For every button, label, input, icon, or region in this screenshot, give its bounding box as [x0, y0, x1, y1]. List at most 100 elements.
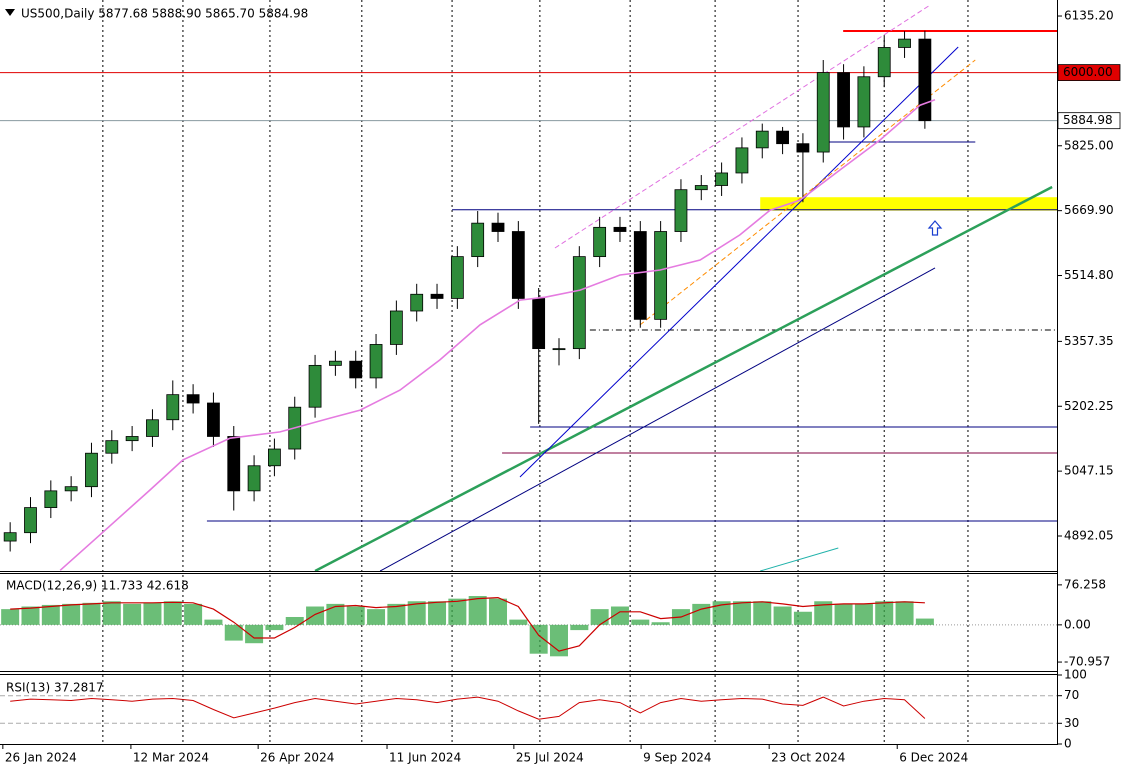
candle-body — [430, 293, 444, 299]
chart-title: US500,Daily 5877.68 5888.90 5865.70 5884… — [21, 7, 308, 21]
candle-body — [146, 419, 159, 437]
trend-line — [519, 46, 959, 478]
candle-body — [125, 436, 139, 442]
histogram-bar — [854, 603, 873, 625]
zone — [760, 197, 1057, 211]
histogram-bar — [41, 604, 60, 625]
candle-body — [328, 360, 342, 366]
histogram-bar — [712, 601, 731, 625]
candle-body — [532, 298, 546, 350]
candle-body — [369, 344, 383, 379]
candle-body — [166, 394, 180, 421]
candle-body — [837, 72, 850, 128]
histogram-bar — [549, 624, 568, 657]
histogram-bar — [102, 601, 121, 625]
y-tick-label: 5825.00 — [1064, 138, 1114, 152]
histogram-bar — [753, 601, 772, 625]
histogram-bar — [915, 618, 934, 625]
histogram-bar — [143, 602, 162, 625]
y-tick-label: 70 — [1064, 688, 1079, 702]
candle-body — [674, 189, 688, 232]
candle-body — [898, 38, 911, 48]
histogram-bar — [306, 606, 325, 625]
histogram-bar — [651, 622, 670, 625]
histogram-bar — [245, 624, 264, 644]
menu-triangle — [5, 9, 15, 16]
histogram-bar — [590, 609, 609, 625]
candle-body — [715, 172, 729, 186]
candle-body — [857, 76, 871, 128]
histogram-bar — [895, 601, 914, 625]
candle-body — [186, 394, 200, 404]
panel-frame — [0, 0, 1058, 745]
histogram-bar — [346, 606, 365, 625]
y-tick-label: 5357.35 — [1064, 334, 1114, 348]
candle-body — [247, 465, 261, 492]
y-tick-label: 5202.25 — [1064, 399, 1114, 413]
x-tick-label: 25 Jul 2024 — [516, 751, 584, 765]
histogram-bar — [793, 611, 812, 625]
candle-body — [85, 452, 98, 488]
y-tick-label: 5514.80 — [1064, 268, 1114, 282]
candle-body — [308, 364, 322, 408]
moving-average — [59, 99, 936, 571]
x-tick-label: 12 Mar 2024 — [133, 751, 209, 765]
signal-line — [10, 596, 925, 652]
price-label: 6000.00 — [1063, 65, 1113, 79]
candle-body — [410, 293, 424, 312]
histogram-bar — [773, 606, 792, 625]
histogram-bar — [387, 603, 406, 625]
y-tick-label: 30 — [1064, 716, 1079, 730]
y-tick-label: 0 — [1064, 737, 1072, 751]
candle-body — [3, 532, 17, 542]
x-tick-label: 26 Jan 2024 — [5, 751, 77, 765]
histogram-bar — [265, 624, 284, 631]
x-tick-label: 26 Apr 2024 — [260, 751, 334, 765]
candle-body — [349, 360, 363, 379]
candle-body — [694, 185, 708, 191]
candle-body — [613, 226, 627, 232]
candle-body — [877, 47, 891, 78]
histogram-bar — [204, 619, 223, 625]
trend-line — [314, 185, 1053, 573]
candle-body — [796, 143, 810, 153]
histogram-bar — [631, 619, 650, 625]
candle-body — [511, 231, 525, 299]
candle-body — [918, 38, 932, 122]
histogram-bar — [326, 603, 345, 625]
candle-body — [593, 226, 607, 258]
y-tick-label: 100 — [1064, 668, 1087, 682]
candle-body — [471, 222, 485, 258]
histogram-bar — [448, 598, 467, 625]
x-tick-label: 6 Dec 2024 — [899, 751, 968, 765]
x-tick-label: 11 Jun 2024 — [389, 751, 461, 765]
y-tick-label: 4892.05 — [1064, 529, 1114, 543]
y-tick-label: -70.957 — [1064, 655, 1110, 669]
candle-body — [735, 147, 749, 174]
histogram-bar — [610, 606, 629, 625]
y-tick-label: 5047.15 — [1064, 464, 1114, 478]
histogram-bar — [123, 603, 142, 625]
candle-body — [64, 486, 78, 492]
histogram-bar — [224, 624, 243, 641]
y-tick-label: 5669.90 — [1064, 203, 1114, 217]
histogram-bar — [834, 603, 853, 625]
histogram-bar — [489, 598, 508, 625]
y-tick-label: 76.258 — [1064, 577, 1106, 591]
histogram-bar — [529, 624, 548, 654]
histogram-bar — [732, 601, 751, 625]
histogram-bar — [1, 609, 20, 625]
histogram-bar — [21, 606, 40, 625]
candle-body — [755, 130, 769, 149]
candle-body — [268, 448, 281, 467]
candle-body — [654, 231, 668, 320]
histogram-bar — [407, 601, 426, 625]
trend-line — [760, 547, 839, 572]
x-tick-label: 9 Sep 2024 — [643, 751, 711, 765]
candle-body — [44, 490, 58, 508]
candle-body — [552, 348, 566, 351]
histogram-bar — [875, 601, 894, 625]
histogram-bar — [367, 609, 386, 625]
